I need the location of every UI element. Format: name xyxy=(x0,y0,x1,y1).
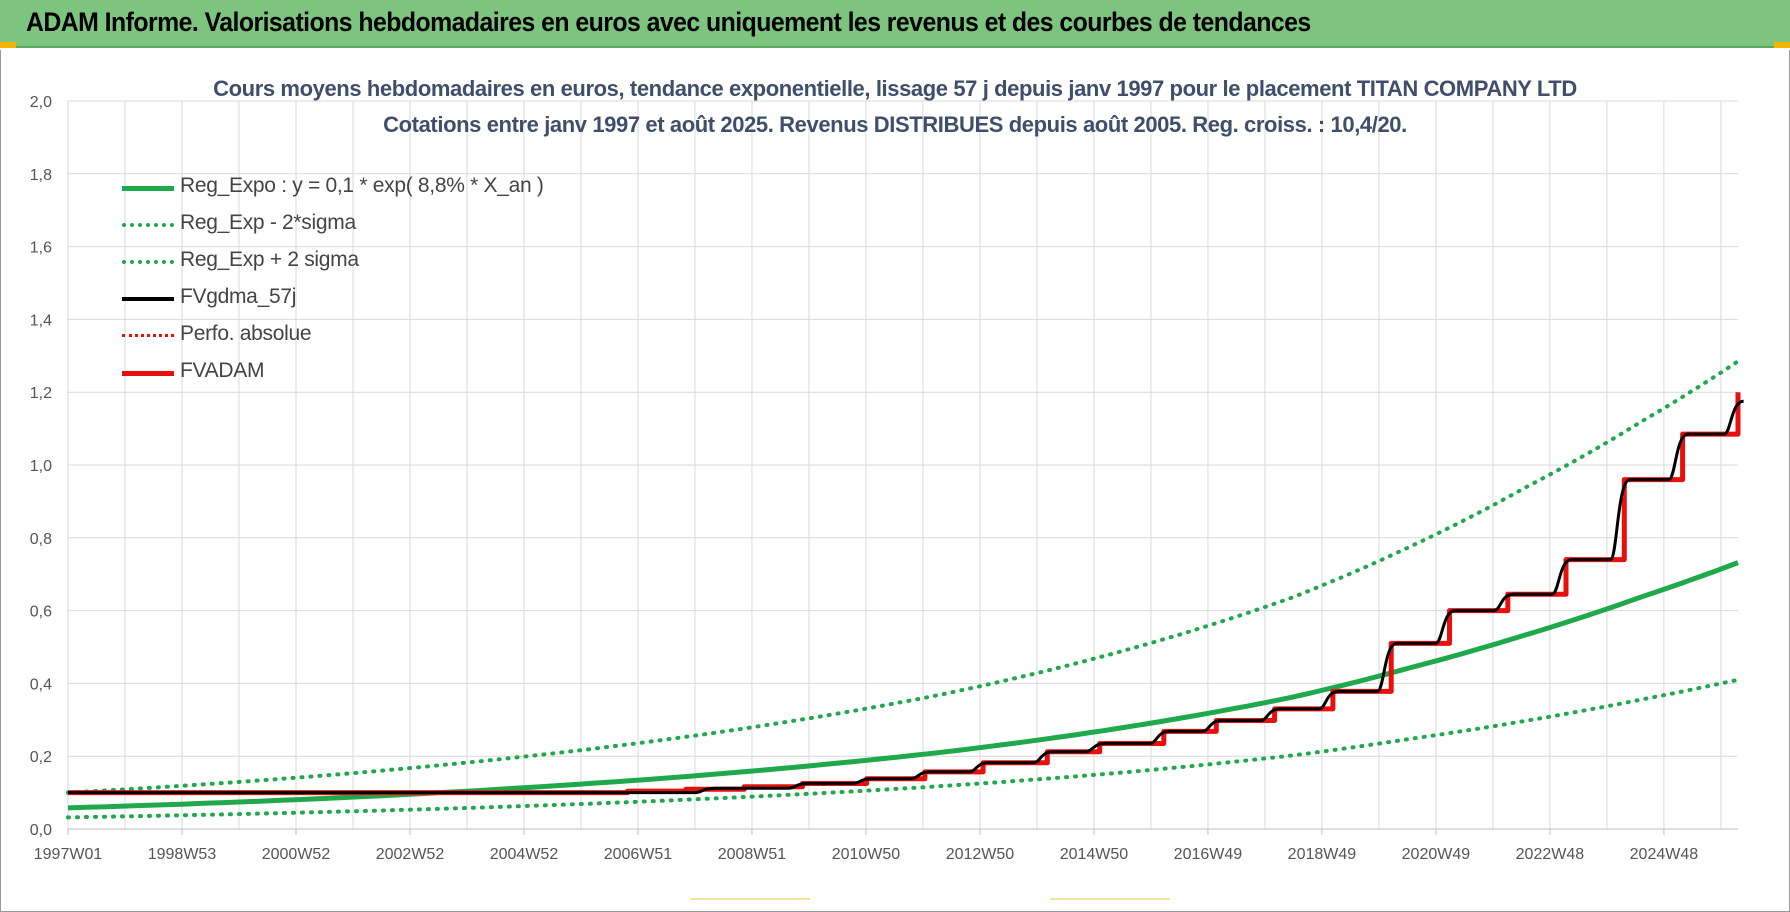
x-tick-label: 2006W51 xyxy=(604,846,673,863)
y-tick-label: 1,8 xyxy=(30,167,52,184)
reg-expo-line xyxy=(67,560,1739,811)
y-tick-label: 1,2 xyxy=(30,385,52,402)
reg-exp-minus-2sigma-line xyxy=(66,677,1740,820)
legend-item-fvgdma: FVgdma_57j xyxy=(122,285,622,313)
x-tick-label: 2016W49 xyxy=(1174,846,1243,863)
x-tick-label: 2000W52 xyxy=(262,846,331,863)
fvadam-line xyxy=(68,392,1741,796)
legend-item-perfo-absolue: Perfo. absolue xyxy=(122,322,622,350)
y-tick-label: 0,0 xyxy=(30,822,52,839)
y-tick-label: 0,6 xyxy=(30,604,52,621)
x-tick-label: 1997W01 xyxy=(34,846,103,863)
y-tick-label: 2,0 xyxy=(30,94,52,111)
x-tick-label: 2014W50 xyxy=(1060,846,1129,863)
x-tick-label: 2018W49 xyxy=(1288,846,1357,863)
x-tick-label: 2012W50 xyxy=(946,846,1015,863)
corner-accent-top-right xyxy=(1774,42,1790,48)
chart-title-line2: Cotations entre janv 1997 et août 2025. … xyxy=(383,112,1407,137)
y-tick-label: 1,0 xyxy=(30,458,52,475)
legend-label-reg-exp-minus: Reg_Exp - 2*sigma xyxy=(180,211,356,234)
x-tick-label: 2022W48 xyxy=(1516,846,1585,863)
y-tick-label: 0,8 xyxy=(30,531,52,548)
banner-title: ADAM Informe. Valorisations hebdomadaire… xyxy=(26,7,1311,37)
legend-item-reg-exp-minus: Reg_Exp - 2*sigma xyxy=(122,211,622,239)
x-tick-label: 1998W53 xyxy=(148,846,217,863)
x-tick-label: 2010W50 xyxy=(832,846,901,863)
axis-layer: 0,0 0,2 0,4 0,6 0,8 1,0 1,2 1,4 1,6 1,8 2,0 1997W01… xyxy=(30,94,1738,863)
legend-swatch-reg-exp-plus xyxy=(122,260,174,264)
y-tick-label: 1,6 xyxy=(30,240,52,257)
legend-label-fvadam: FVADAM xyxy=(180,359,265,382)
legend-label-reg-exp-plus: Reg_Exp + 2 sigma xyxy=(180,248,359,271)
legend-swatch-reg-exp-minus xyxy=(122,223,174,227)
legend-item-reg-expo: Reg_Expo : y = 0,1 * exp( 8,8% * X_an ) xyxy=(122,174,622,202)
x-tick-label: 2008W51 xyxy=(718,846,787,863)
bottom-marker-left xyxy=(690,898,810,900)
corner-accent-top-left xyxy=(0,42,16,48)
series-layer xyxy=(66,359,1745,820)
legend-item-fvadam: FVADAM xyxy=(122,359,622,387)
bottom-marker-right xyxy=(1050,898,1170,900)
legend-label-reg-expo: Reg_Expo : y = 0,1 * exp( 8,8% * X_an ) xyxy=(180,174,544,197)
legend-label-fvgdma: FVgdma_57j xyxy=(180,285,297,308)
banner: ADAM Informe. Valorisations hebdomadaire… xyxy=(0,0,1790,48)
x-tick-label: 2004W52 xyxy=(490,846,559,863)
reg-exp-plus-2sigma-line xyxy=(66,359,1740,795)
fvgdma-line xyxy=(68,399,1745,795)
legend-label-perfo-absolue: Perfo. absolue xyxy=(180,322,312,345)
chart-title-line1: Cours moyens hebdomadaires en euros, ten… xyxy=(213,76,1577,101)
grid-layer xyxy=(67,100,1738,830)
x-tick-label: 2020W49 xyxy=(1402,846,1471,863)
legend-swatch-perfo-absolue xyxy=(122,334,174,337)
legend-swatch-fvgdma xyxy=(122,297,174,301)
x-tick-label: 2024W48 xyxy=(1630,846,1699,863)
legend-swatch-reg-expo xyxy=(122,186,174,191)
legend-item-reg-exp-plus: Reg_Exp + 2 sigma xyxy=(122,248,622,276)
y-tick-label: 0,4 xyxy=(30,676,52,693)
x-tick-label: 2002W52 xyxy=(376,846,445,863)
legend-swatch-fvadam xyxy=(122,371,174,376)
y-tick-label: 0,2 xyxy=(30,749,52,766)
y-tick-label: 1,4 xyxy=(30,312,52,329)
